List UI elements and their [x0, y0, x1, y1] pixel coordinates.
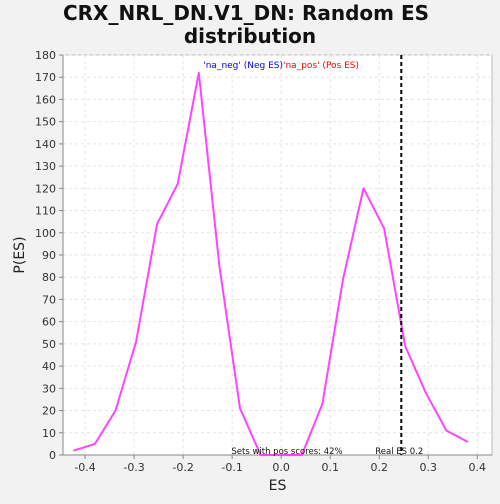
x-tick-label: 0.0: [272, 461, 290, 474]
y-tick-label: 110: [35, 205, 56, 218]
x-tick-label: 0.4: [469, 461, 487, 474]
series-point: [156, 223, 158, 225]
series-point: [218, 265, 221, 267]
x-tick-label: -0.3: [123, 461, 144, 474]
y-tick-label: 150: [35, 116, 56, 129]
y-tick-label: 90: [42, 249, 56, 262]
series-line: [73, 71, 468, 456]
series-point: [383, 227, 385, 230]
y-tick-label: 30: [42, 382, 56, 395]
series-point: [94, 443, 96, 445]
legend-pos-label: 'na_pos' (Pos ES): [283, 61, 359, 71]
series-point: [404, 345, 407, 347]
series-point: [280, 454, 282, 456]
x-axis-ticks: -0.4 -0.3 -0.2 -0.1 0.0 0.1 0.2 0.3 0.4: [74, 455, 486, 474]
x-tick-label: -0.1: [221, 461, 242, 474]
y-axis-label: P(ES): [12, 236, 28, 273]
series-point: [300, 454, 303, 456]
y-tick-label: 160: [35, 93, 56, 106]
y-tick-label: 140: [35, 138, 56, 151]
x-tick-label: 0.2: [370, 461, 388, 474]
grid: [63, 54, 492, 456]
y-tick-label: 80: [42, 271, 56, 284]
y-tick-label: 100: [35, 227, 56, 240]
series-layer: [72, 71, 469, 456]
series-point: [425, 391, 427, 394]
series-point: [259, 454, 262, 456]
series-point: [114, 409, 117, 412]
y-tick-label: 60: [42, 316, 56, 329]
legend-neg-label: 'na_neg' (Neg ES): [203, 61, 283, 71]
pos-scores-annotation: Sets with pos scores: 42%: [231, 447, 342, 457]
y-tick-label: 50: [42, 338, 56, 351]
y-tick-label: 120: [35, 182, 56, 195]
y-tick-label: 70: [42, 293, 56, 306]
x-axis-label: ES: [269, 478, 287, 494]
series-point: [135, 340, 137, 343]
series-point: [176, 183, 179, 185]
x-tick-label: 0.3: [420, 461, 438, 474]
series-point: [445, 429, 448, 432]
series-point: [198, 71, 200, 74]
legend: 'na_neg' (Neg ES) 'na_pos' (Pos ES): [203, 61, 359, 71]
series-point: [72, 449, 75, 452]
series-point: [362, 187, 365, 190]
x-tick-label: -0.2: [172, 461, 193, 474]
y-tick-label: 130: [35, 160, 56, 173]
y-tick-label: 10: [42, 427, 56, 440]
series-point: [466, 440, 469, 443]
y-tick-label: 180: [35, 49, 56, 62]
series-point: [321, 403, 324, 405]
series-point: [342, 278, 344, 281]
x-tick-label: 0.1: [321, 461, 339, 474]
y-axis-ticks: 0 10 20 30 40 50 60 70 80 90 100 110 120 130 140 150 160…: [35, 49, 63, 462]
chart-title-line-2: distribution: [184, 24, 316, 48]
series-point: [239, 407, 241, 410]
y-tick-label: 0: [49, 449, 56, 462]
chart-title-line-1: CRX_NRL_DN.V1_DN: Random ES: [63, 1, 429, 25]
y-tick-label: 20: [42, 405, 56, 418]
x-tick-label: -0.4: [74, 461, 95, 474]
y-tick-label: 40: [42, 360, 56, 373]
y-tick-label: 170: [35, 71, 56, 84]
real-es-annotation: Real ES 0.2: [375, 447, 423, 457]
